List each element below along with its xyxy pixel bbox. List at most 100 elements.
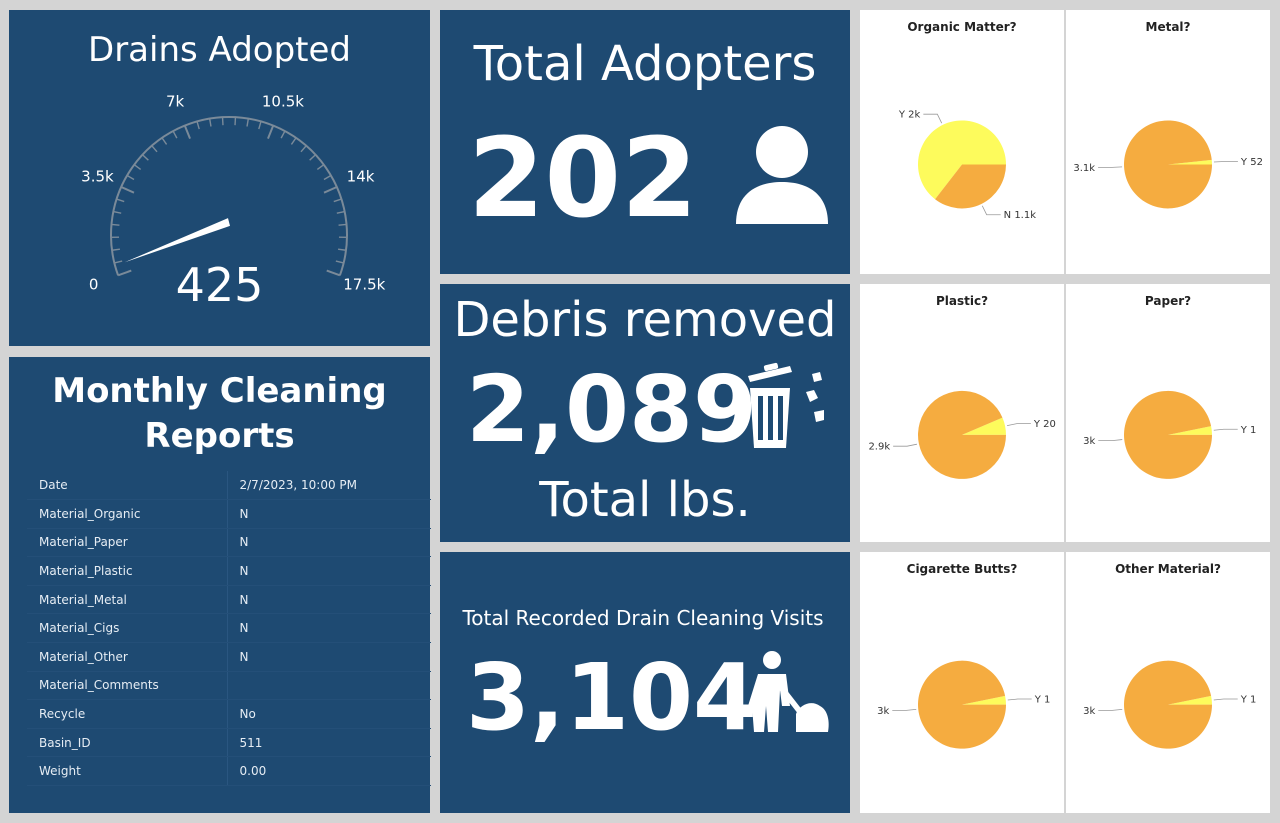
gauge-tick	[258, 121, 262, 130]
pie-slice-yes	[962, 417, 1006, 435]
report-field-value: 0.00	[227, 756, 431, 787]
report-field-key: Basin_ID	[27, 728, 228, 758]
report-field-row: Weight 0.00	[27, 756, 431, 787]
report-field-value: N	[227, 556, 431, 586]
debris-value: 2,089	[466, 356, 758, 463]
pie-label: 2.9k	[868, 442, 890, 453]
gauge-tick	[126, 174, 135, 181]
pie-label: Y 2k	[898, 110, 921, 121]
report-field-key: Material_Paper	[27, 528, 228, 558]
report-field-key: Material_Other	[27, 642, 228, 672]
pie-leader-line	[1098, 166, 1123, 168]
gauge-needle	[124, 218, 231, 263]
pie-slice-no	[1124, 390, 1212, 479]
gauge-tick	[133, 164, 142, 171]
gauge-tick	[172, 130, 178, 139]
report-field-row: Material_Paper N	[27, 528, 431, 558]
pie-label: 3k	[1083, 706, 1095, 717]
report-field-row: Material_Other N	[27, 642, 431, 672]
pie-leader-line	[893, 443, 918, 447]
gauge-tick-label: 0	[89, 275, 99, 293]
pie-slice-no	[918, 660, 1006, 749]
pie-label: Y 1	[1240, 695, 1257, 706]
gauge-tick	[323, 186, 338, 194]
debris-title: Debris removed	[453, 292, 837, 348]
monthly-reports-title: Monthly Cleaning Reports	[52, 371, 387, 456]
gauge-arc	[110, 116, 348, 276]
pie-label: Y 1	[1034, 695, 1051, 706]
pie-chart: Y 2k N 1.1k	[898, 110, 1037, 222]
gauge-tick	[114, 260, 123, 264]
pie-panel: Paper? Y 1 3k	[1066, 284, 1270, 542]
person-icon	[736, 126, 828, 224]
gauge-tick	[333, 198, 342, 203]
gauge-tick	[309, 154, 316, 161]
total-adopters-panel: Total Adopters 202	[440, 10, 850, 274]
pie-panel: Other Material? Y 1 3k	[1066, 552, 1270, 813]
pie-chart: Y 1 3k	[877, 660, 1051, 749]
pie-title: Organic Matter?	[907, 20, 1017, 34]
pie-slice-yes	[1168, 695, 1212, 705]
report-field-value: 2/7/2023, 10:00 PM	[227, 471, 431, 501]
gauge-tick	[335, 260, 344, 264]
visits-value: 3,104	[466, 644, 758, 751]
gauge-tick	[142, 154, 149, 161]
report-field-key: Material_Comments	[27, 671, 228, 701]
pie-leader-line	[1213, 428, 1238, 431]
gauge-tick	[208, 118, 212, 127]
report-fields-table: Date 2/7/2023, 10:00 PM Material_Organic N M…	[27, 471, 431, 787]
pie-label: N 1.1k	[1004, 210, 1037, 221]
report-field-key: Recycle	[27, 699, 228, 729]
pie-slice-no	[918, 390, 1006, 479]
report-field-value: N	[227, 528, 431, 558]
pie-slice-no	[1124, 120, 1212, 209]
total-adopters-title: Total Adopters	[473, 36, 817, 92]
pie-label: 3.1k	[1073, 163, 1095, 174]
report-field-value	[227, 671, 431, 701]
pie-label: 3k	[1083, 436, 1095, 447]
report-field-key: Material_Cigs	[27, 613, 228, 644]
report-field-row: Material_Metal N	[27, 585, 431, 615]
gauge-tick	[280, 130, 286, 139]
pie-slice-no	[1124, 660, 1212, 749]
pie-leader-line	[1007, 698, 1032, 701]
pie-panel: Organic Matter? Y 2k N 1.1k	[860, 10, 1064, 274]
gauge-tick-label: 10.5k	[262, 92, 304, 110]
pie-leader-line	[981, 205, 1001, 216]
report-field-key: Material_Metal	[27, 585, 228, 615]
pie-label: Y 1	[1240, 425, 1257, 436]
gauge-tick-label: 14k	[347, 167, 375, 185]
pie-slice-no	[935, 164, 1006, 209]
report-field-row: Material_Plastic N	[27, 556, 431, 586]
pie-label: 3k	[877, 706, 889, 717]
trash-can-icon	[748, 362, 824, 448]
pie-leader-line	[1098, 439, 1123, 441]
pie-slice-yes	[918, 120, 1006, 200]
report-field-value: N	[227, 613, 431, 644]
debris-unit: Total lbs.	[539, 472, 751, 528]
report-field-row: Date 2/7/2023, 10:00 PM	[27, 471, 431, 501]
visits-title: Total Recorded Drain Cleaning Visits	[462, 606, 824, 630]
debris-panel: Debris removed 2,089 Total lbs.	[440, 284, 850, 542]
pie-chart: Y 20 2.9k	[868, 390, 1056, 479]
report-field-value: 511	[227, 728, 431, 758]
pie-slice-yes	[1168, 159, 1212, 165]
report-field-key: Weight	[27, 756, 228, 787]
pie-label: Y 52	[1240, 157, 1263, 168]
report-field-row: Basin_ID 511	[27, 728, 431, 758]
gauge-tick-label: 7k	[166, 92, 185, 110]
pie-leader-line	[1006, 423, 1031, 427]
report-field-key: Material_Plastic	[27, 556, 228, 586]
gauge-title: Drains Adopted	[88, 30, 351, 70]
gauge-tick	[323, 174, 332, 181]
report-field-value: N	[227, 585, 431, 615]
pie-slice-yes	[1168, 426, 1212, 435]
gauge-tick	[337, 248, 347, 251]
gauge-tick	[113, 210, 122, 214]
gauge-tick	[338, 223, 347, 226]
pie-leader-line	[923, 113, 943, 124]
report-field-row: Recycle No	[27, 699, 431, 729]
drains-adopted-panel: Drains Adopted 0 3.5k 7k 10.5k 14k 17.5k 425	[9, 10, 430, 346]
gauge-tick	[161, 137, 168, 145]
gauge-tick	[300, 145, 307, 153]
